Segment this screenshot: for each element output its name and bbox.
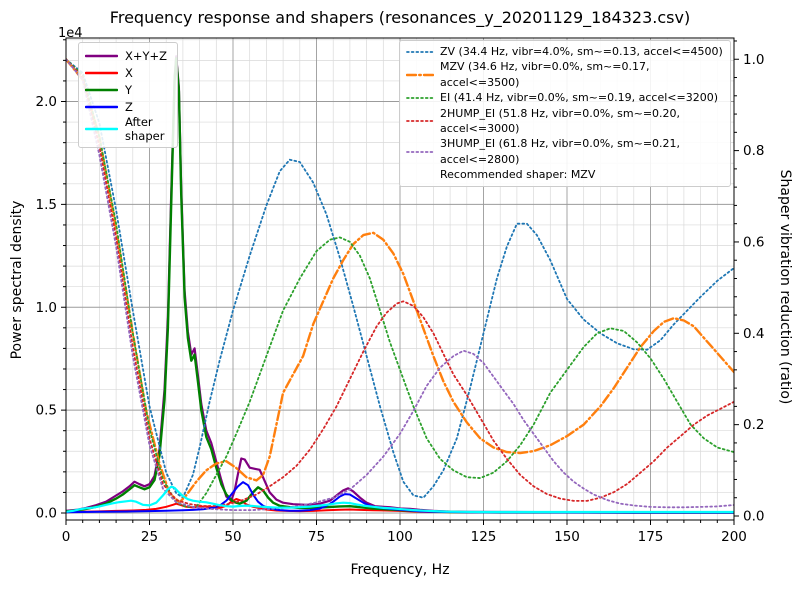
legend-item: Z <box>85 98 167 115</box>
x-tick-label: 75 <box>308 529 325 545</box>
legend-line-sample <box>406 120 434 122</box>
legend-line-sample <box>406 73 434 77</box>
legend-item: 2HUMP_EI (51.8 Hz, vibr=0.0%, sm~=0.20, … <box>406 106 724 137</box>
series-psd-after-shaper <box>66 485 734 514</box>
legend-item: 3HUMP_EI (61.8 Hz, vibr=0.0%, sm~=0.21, … <box>406 136 724 167</box>
x-tick-label: 25 <box>141 529 158 545</box>
legend-line-sample <box>85 105 118 108</box>
legend-item-label: Z <box>125 99 133 114</box>
series-shaper-mzv <box>66 58 734 504</box>
legend-item-label: After shaper <box>125 115 165 143</box>
x-axis-label: Frequency, Hz <box>350 562 450 578</box>
legend-item-label: Y <box>125 82 133 97</box>
y-right-tick-label: 0.4 <box>743 326 764 342</box>
legend-psd: X+Y+Z X Y Z After shaper <box>78 42 179 148</box>
series-psd-y <box>66 57 734 514</box>
y-axis-offset-label: 1e4 <box>58 26 83 41</box>
legend-shapers: ZV (34.4 Hz, vibr=4.0%, sm~=0.13, accel<… <box>399 40 731 187</box>
series-shaper-2hump-ei <box>66 58 734 507</box>
y-left-tick-label: 1.5 <box>36 197 57 213</box>
legend-item-label: X <box>125 65 133 80</box>
legend-item: MZV (34.6 Hz, vibr=0.0%, sm~=0.17, accel… <box>406 59 724 90</box>
y-right-tick-label: 0.0 <box>743 509 764 525</box>
x-tick-label: 150 <box>554 529 580 545</box>
chart-title: Frequency response and shapers (resonanc… <box>109 8 691 27</box>
series-shaper-zv <box>66 58 734 499</box>
legend-line-sample <box>406 150 434 153</box>
x-tick-label: 0 <box>62 529 71 545</box>
legend-line-sample <box>85 71 118 74</box>
y-right-tick-label: 0.8 <box>743 143 764 159</box>
x-tick-label: 50 <box>224 529 241 545</box>
y-left-tick-label: 2.0 <box>36 94 57 110</box>
legend-item: After shaper <box>85 115 167 143</box>
legend-item-label: MZV (34.6 Hz, vibr=0.0%, sm~=0.17, accel… <box>440 60 650 89</box>
y-left-tick-label: 0.0 <box>36 506 57 522</box>
legend-line-sample <box>85 127 118 131</box>
legend-item: Y <box>85 81 167 98</box>
legend-recommended-shaper: Recommended shaper: MZV <box>440 168 596 182</box>
x-tick-label: 200 <box>721 529 747 545</box>
y-left-axis-label: Power spectral density <box>9 200 25 360</box>
legend-item-label: ZV (34.4 Hz, vibr=4.0%, sm~=0.13, accel<… <box>440 45 723 58</box>
legend-item-label: 2HUMP_EI (51.8 Hz, vibr=0.0%, sm~=0.20, … <box>440 106 681 136</box>
x-tick-label: 100 <box>387 529 413 545</box>
legend-line-sample <box>406 50 434 53</box>
y-right-tick-label: 1.0 <box>743 52 764 68</box>
legend-item: X <box>85 64 167 81</box>
legend-item: ZV (34.4 Hz, vibr=4.0%, sm~=0.13, accel<… <box>406 44 724 59</box>
legend-line-sample <box>85 54 118 57</box>
legend-line-sample <box>85 88 118 91</box>
legend-item: EI (41.4 Hz, vibr=0.0%, sm~=0.19, accel<… <box>406 90 724 105</box>
x-tick-label: 125 <box>471 529 497 545</box>
y-right-axis-label: Shaper vibration reduction (ratio) <box>777 169 793 405</box>
y-right-tick-label: 0.2 <box>743 417 764 433</box>
series-shaper-3hump-ei <box>66 58 734 512</box>
legend-line-sample <box>406 97 434 99</box>
x-tick-label: 175 <box>638 529 664 545</box>
legend-item-label: 3HUMP_EI (61.8 Hz, vibr=0.0%, sm~=0.21, … <box>440 137 681 166</box>
legend-item: X+Y+Z <box>85 47 167 64</box>
legend-item-label: EI (41.4 Hz, vibr=0.0%, sm~=0.19, accel<… <box>440 91 718 105</box>
y-left-tick-label: 0.5 <box>36 403 57 419</box>
y-right-tick-label: 0.6 <box>743 234 764 250</box>
y-left-tick-label: 1.0 <box>36 300 57 316</box>
legend-item-label: X+Y+Z <box>125 48 168 63</box>
